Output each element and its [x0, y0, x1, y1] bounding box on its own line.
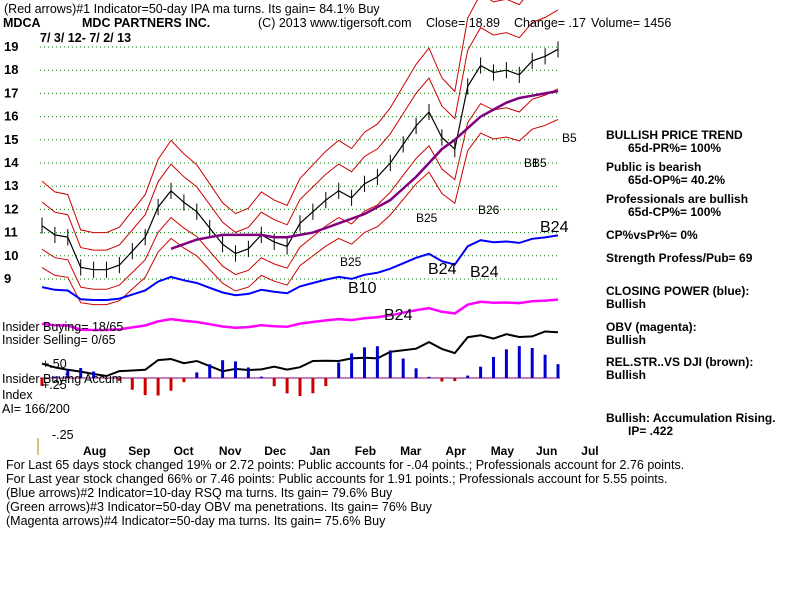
x-tick-label: Jun	[536, 444, 557, 458]
pros-status: Professionals are bullish	[606, 192, 749, 206]
close-value: Close= 18.89	[426, 16, 501, 30]
y-tick-label: 10	[4, 248, 18, 263]
footer-line-1: For Last 65 days stock changed 19% or 2.…	[6, 458, 685, 472]
y-tick-label: 19	[4, 39, 18, 54]
cp-vs-pr: CP%vsPr%= 0%	[606, 228, 698, 242]
ai-value: AI= 166/200	[2, 402, 70, 416]
signal-label: B24	[384, 307, 413, 324]
signal-label: B5	[532, 156, 547, 170]
signal-label: B26	[478, 203, 500, 217]
insider-selling-label: Insider Selling= 0/65	[2, 333, 116, 347]
accum-index-label: Index	[2, 388, 33, 402]
cp-value: 65d-CP%= 100%	[628, 205, 722, 219]
x-tick-label: Jan	[310, 444, 331, 458]
signal-label: B10	[348, 280, 377, 297]
signal-label: B24	[428, 261, 457, 278]
y-tick-label: 13	[4, 178, 18, 193]
trend-label: BULLISH PRICE TREND	[606, 128, 743, 142]
accum-status: Bullish: Accumulation Rising.	[606, 411, 776, 425]
y-tick-label: 18	[4, 62, 18, 77]
op-value: 65d-OP%= 40.2%	[628, 173, 726, 187]
obv-label: OBV (magenta):	[606, 320, 697, 334]
inner-upper-band	[41, 9, 559, 251]
y-tick-label: 16	[4, 109, 18, 124]
signal-label: B24	[470, 264, 499, 281]
signal-label: B25	[416, 211, 438, 225]
relstr-label: REL.STR..VS DJI (brown):	[606, 355, 754, 369]
y-tick-label: 9	[4, 271, 11, 286]
relstr-status: Bullish	[606, 368, 647, 382]
insider-buying-label: Insider Buying= 18/65	[2, 320, 124, 334]
signal-label: B1	[524, 156, 539, 170]
closing-power-line	[41, 234, 559, 301]
copyright: (C) 2013 www.tigersoft.com	[258, 16, 412, 30]
footer-line-3: (Blue arrows)#2 Indicator=10-day RSQ ma …	[6, 486, 393, 500]
x-tick-label: Dec	[264, 444, 286, 458]
level-plus-50: +.50	[42, 357, 67, 371]
signal-label: B24	[540, 219, 569, 236]
relative-strength-line	[41, 330, 559, 378]
y-tick-label: 11	[4, 225, 18, 240]
closing-power-label: CLOSING POWER (blue):	[606, 284, 750, 298]
closing-power-status: Bullish	[606, 297, 647, 311]
footer-line-4: (Green arrows)#3 Indicator=50-day OBV ma…	[6, 500, 432, 514]
y-tick-label: 17	[4, 85, 18, 100]
x-tick-label: Jul	[581, 444, 598, 458]
signal-label: B5	[562, 131, 577, 145]
public-status: Public is bearish	[606, 160, 702, 174]
x-tick-label: Apr	[445, 444, 466, 458]
x-tick-label: Oct	[174, 444, 194, 458]
ip-value: IP= .422	[628, 424, 674, 438]
pr-value: 65d-PR%= 100%	[628, 141, 722, 155]
inner-lower-band	[41, 88, 559, 290]
x-tick-label: Sep	[128, 444, 150, 458]
price-line	[41, 48, 559, 271]
moving-average-50d	[170, 89, 559, 250]
x-tick-label: Mar	[400, 444, 422, 458]
y-tick-label: 14	[4, 155, 19, 170]
footer-line-2: For Last year stock changed 66% or 7.46 …	[6, 472, 668, 486]
date-range: 7/ 3/ 12- 7/ 2/ 13	[40, 31, 132, 45]
ticker-symbol: MDCA	[3, 16, 41, 30]
company-name: MDC PARTNERS INC.	[82, 16, 211, 30]
obv-line	[41, 298, 559, 332]
footer-line-5: (Magenta arrows)#4 Indicator=50-day ma t…	[6, 514, 386, 528]
x-tick-label: Aug	[83, 444, 106, 458]
strength-ratio: Strength Profess/Pub= 69	[606, 251, 753, 265]
outer-upper-band	[41, 0, 524, 234]
outer-lower-band	[41, 119, 559, 306]
y-tick-label: 12	[4, 201, 18, 216]
volume-value: Volume= 1456	[591, 16, 672, 30]
header-indicator-line: (Red arrows)#1 Indicator=50-day IPA ma t…	[4, 2, 380, 16]
obv-status: Bullish	[606, 333, 647, 347]
change-value: Change= .17	[514, 16, 586, 30]
x-tick-label: Nov	[219, 444, 242, 458]
y-tick-label: 15	[4, 132, 18, 147]
level-plus-25: +.25	[42, 378, 67, 392]
x-tick-label: May	[491, 444, 515, 458]
level-minus-25: -.25	[52, 428, 74, 442]
x-tick-label: Feb	[355, 444, 376, 458]
signal-label: B25	[340, 255, 362, 269]
accum-title-label: Insider Buying Accum	[2, 372, 123, 386]
